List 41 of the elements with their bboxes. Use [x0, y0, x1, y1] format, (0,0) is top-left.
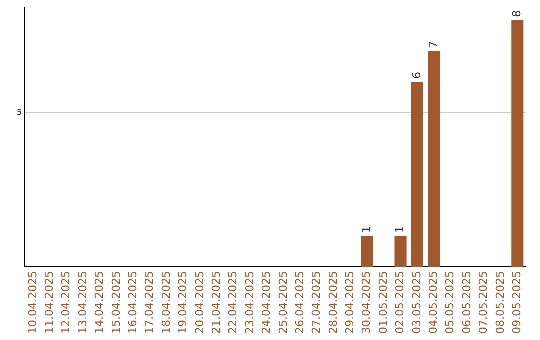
- x-tick-label: 25.04.2025: [276, 271, 290, 334]
- x-tick-label: 08.05.2025: [494, 271, 507, 334]
- x-tick-label: 21.04.2025: [210, 271, 223, 334]
- data-label: 8: [510, 10, 524, 18]
- x-tick-label: 19.04.2025: [176, 271, 190, 334]
- x-tick-label: 30.04.2025: [360, 271, 374, 334]
- x-tick-label: 20.04.2025: [193, 271, 206, 334]
- x-tick-label: 04.05.2025: [427, 271, 440, 334]
- bar: [394, 236, 407, 268]
- x-tick-label: 07.05.2025: [477, 271, 490, 334]
- x-tick-label: 22.04.2025: [226, 271, 240, 334]
- x-tick-label: 15.04.2025: [110, 271, 123, 334]
- x-tick-label: 06.05.2025: [460, 271, 474, 334]
- bar: [512, 20, 524, 268]
- x-tick-label: 16.04.2025: [126, 271, 140, 334]
- x-tick-label: 24.04.2025: [260, 271, 274, 334]
- x-tick-label: 28.04.2025: [326, 271, 340, 334]
- bar: [411, 82, 424, 268]
- x-tick-label: 29.04.2025: [344, 271, 357, 334]
- x-tick-label: 14.04.2025: [93, 271, 106, 334]
- x-tick-label: 12.04.2025: [60, 271, 73, 334]
- data-label: 7: [427, 41, 440, 48]
- data-label: 6: [410, 72, 424, 80]
- x-tick-label: 02.05.2025: [394, 271, 407, 334]
- y-tick-label: 5: [16, 108, 22, 117]
- x-tick-label: 03.05.2025: [410, 271, 424, 334]
- x-tick-label: 05.05.2025: [444, 271, 457, 334]
- x-tick-label: 26.04.2025: [293, 271, 306, 334]
- x-tick-label: 13.04.2025: [76, 271, 90, 334]
- x-tick-label: 18.04.2025: [160, 271, 173, 334]
- data-label: 1: [360, 226, 374, 234]
- x-tick-label: 10.04.2025: [26, 271, 40, 334]
- x-tick-label: 23.04.2025: [243, 271, 256, 334]
- x-tick-label: 17.04.2025: [143, 271, 156, 334]
- x-tick-label: 01.05.2025: [376, 271, 390, 334]
- bar: [428, 51, 440, 268]
- x-tick-label: 11.04.2025: [42, 271, 56, 334]
- data-label: 1: [394, 226, 407, 234]
- x-tick-label: 09.05.2025: [510, 271, 524, 334]
- bar: [361, 236, 374, 268]
- x-tick-label: 27.04.2025: [310, 271, 324, 334]
